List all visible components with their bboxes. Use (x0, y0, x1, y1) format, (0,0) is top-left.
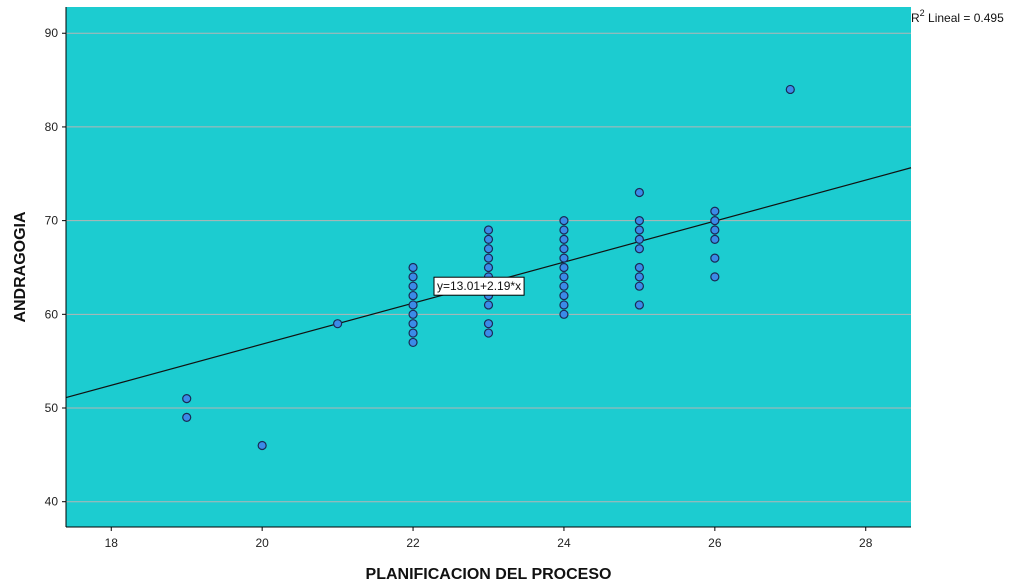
y-tick-label: 70 (45, 214, 59, 228)
y-tick-label: 50 (45, 401, 59, 415)
data-point (483, 262, 494, 273)
data-point (559, 225, 569, 235)
data-point (634, 225, 644, 235)
data-point (333, 319, 343, 329)
data-point (257, 440, 267, 451)
x-tick-label: 22 (406, 536, 420, 550)
data-point (634, 262, 644, 273)
data-points (182, 84, 795, 451)
data-point (559, 290, 569, 301)
data-point (710, 272, 720, 282)
data-point (634, 272, 644, 282)
data-point (408, 337, 418, 348)
x-tick-label: 20 (255, 536, 269, 550)
data-point (483, 319, 494, 329)
data-point (408, 290, 418, 301)
data-point (408, 262, 418, 273)
data-point (710, 234, 720, 244)
axes: 40 50 60 70 80 90 18 20 22 24 26 28 (45, 7, 911, 550)
data-point (559, 300, 569, 310)
data-point (408, 309, 418, 319)
data-point (559, 272, 569, 282)
data-point (710, 253, 720, 263)
data-point (634, 244, 644, 254)
x-tick-label: 26 (708, 536, 722, 550)
data-point (483, 225, 494, 235)
data-point (634, 234, 644, 244)
data-point (483, 253, 494, 263)
data-point (634, 300, 644, 310)
x-tick-label: 28 (859, 536, 873, 550)
data-point (182, 412, 192, 422)
equation-label: y=13.01+2.19*x (437, 279, 521, 293)
y-axis-title: ANDRAGOGIA (12, 211, 29, 323)
grid-lines (66, 32, 911, 503)
data-point (182, 394, 192, 404)
data-point (559, 216, 569, 226)
r2-value: Lineal = 0.495 (925, 11, 1004, 25)
data-point (559, 309, 569, 319)
y-tick-label: 90 (45, 26, 59, 40)
y-tick-label: 60 (45, 307, 59, 321)
x-tick-label: 18 (105, 536, 119, 550)
data-point (559, 262, 569, 273)
data-point (408, 281, 418, 291)
equation-box-frame (433, 276, 525, 296)
data-point (634, 187, 644, 198)
r2-superscript: 2 (920, 8, 925, 18)
y-tick-label: 40 (45, 495, 59, 509)
y-tick-label: 80 (45, 120, 59, 134)
data-point (559, 281, 569, 291)
r2-label: R2 Lineal = 0.495 (911, 8, 1004, 25)
data-point (483, 244, 494, 254)
data-point (710, 225, 720, 235)
x-axis-title: PLANIFICACION DEL PROCESO (366, 566, 612, 583)
data-point (710, 206, 720, 216)
data-point (408, 300, 418, 310)
data-point (785, 84, 795, 95)
r2-prefix: R (911, 11, 920, 25)
data-point (634, 216, 644, 226)
data-point (408, 319, 418, 329)
data-point (634, 281, 644, 291)
data-point (559, 234, 569, 244)
data-point (559, 244, 569, 254)
data-point (408, 328, 418, 338)
x-tick-label: 24 (557, 536, 571, 550)
equation-box: y=13.01+2.19*x (433, 276, 525, 296)
data-point (483, 234, 494, 244)
data-point (483, 328, 494, 338)
data-point (710, 216, 720, 226)
data-point (408, 272, 418, 282)
data-point (559, 253, 569, 263)
data-point (483, 300, 494, 310)
